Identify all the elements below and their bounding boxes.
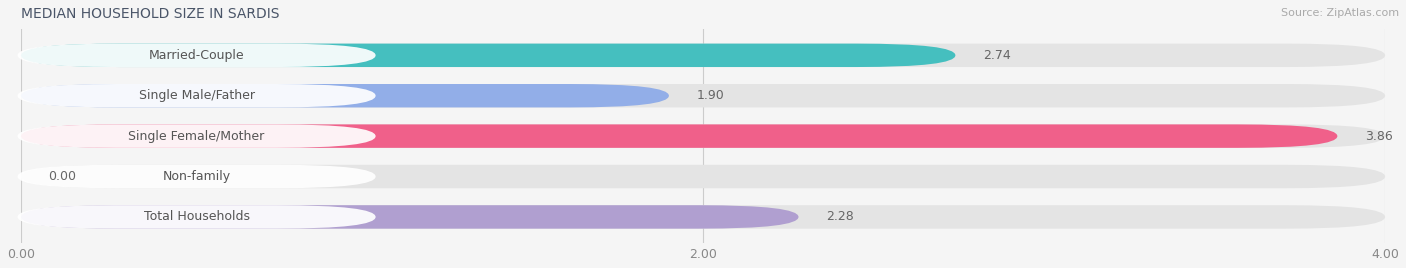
FancyBboxPatch shape — [17, 205, 375, 229]
Text: Non-family: Non-family — [163, 170, 231, 183]
Text: Source: ZipAtlas.com: Source: ZipAtlas.com — [1281, 8, 1399, 18]
FancyBboxPatch shape — [21, 124, 1337, 148]
Text: Total Households: Total Households — [143, 210, 250, 224]
FancyBboxPatch shape — [17, 165, 375, 188]
Text: Single Male/Father: Single Male/Father — [139, 89, 254, 102]
FancyBboxPatch shape — [21, 84, 669, 107]
FancyBboxPatch shape — [21, 165, 1385, 188]
FancyBboxPatch shape — [21, 44, 956, 67]
FancyBboxPatch shape — [21, 205, 799, 229]
Text: MEDIAN HOUSEHOLD SIZE IN SARDIS: MEDIAN HOUSEHOLD SIZE IN SARDIS — [21, 7, 280, 21]
Text: 0.00: 0.00 — [48, 170, 76, 183]
Text: Married-Couple: Married-Couple — [149, 49, 245, 62]
Text: 1.90: 1.90 — [696, 89, 724, 102]
Text: 2.28: 2.28 — [825, 210, 853, 224]
FancyBboxPatch shape — [21, 205, 1385, 229]
FancyBboxPatch shape — [17, 44, 375, 67]
Text: Single Female/Mother: Single Female/Mother — [128, 130, 264, 143]
FancyBboxPatch shape — [17, 124, 375, 148]
FancyBboxPatch shape — [21, 84, 1385, 107]
Text: 3.86: 3.86 — [1365, 130, 1392, 143]
Text: 2.74: 2.74 — [983, 49, 1011, 62]
FancyBboxPatch shape — [17, 84, 375, 107]
FancyBboxPatch shape — [21, 44, 1385, 67]
FancyBboxPatch shape — [21, 124, 1385, 148]
